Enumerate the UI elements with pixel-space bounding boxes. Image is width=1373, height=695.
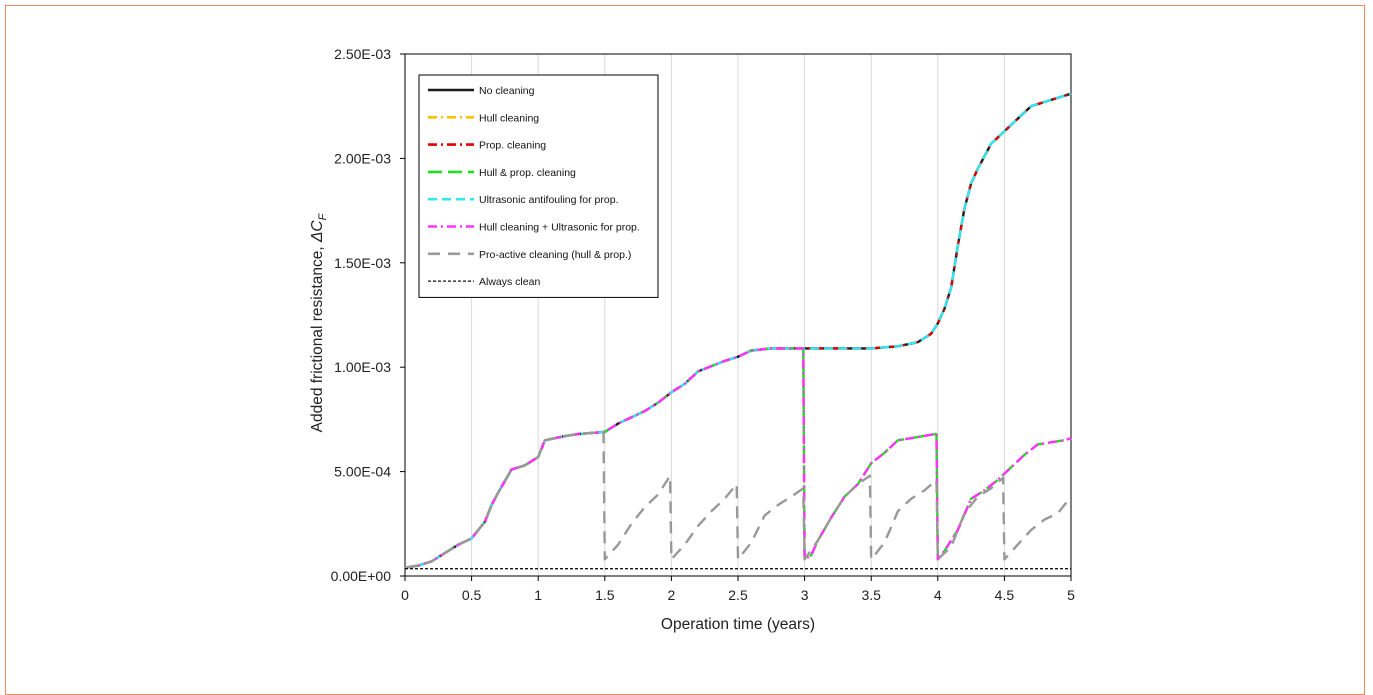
x-tick-label: 0	[401, 587, 409, 603]
legend-label: Pro-active cleaning (hull & prop.)	[479, 249, 631, 261]
x-tick-label: 1.5	[595, 587, 615, 603]
legend-label: Hull cleaning + Ultrasonic for prop.	[479, 222, 640, 234]
y-tick-label: 0.00E+00	[331, 568, 392, 584]
legend: No cleaning Hull cleaning Prop. cleaning Hu…	[418, 74, 659, 298]
y-axis-label-text: Added frictional resistance,	[309, 242, 326, 432]
x-tick-label: 2.5	[728, 587, 748, 603]
series-line-ultrasonic-antifouling-for-prop	[404, 92, 1072, 569]
legend-label: Always clean	[479, 276, 540, 288]
legend-label: No cleaning	[479, 85, 535, 97]
y-tick-label: 2.50E-03	[334, 46, 391, 62]
legend-label: Ultrasonic antifouling for prop.	[479, 194, 619, 206]
y-tick-label: 5.00E-04	[334, 464, 391, 480]
x-axis-ticks: 0 0.5 1 1.5 2 2.5 3 3.5 4 4.5 5	[401, 576, 1075, 603]
x-tick-label: 2	[668, 587, 676, 603]
series-line-pro-active-cleaning-hull-prop	[404, 430, 1072, 569]
legend-label: Hull & prop. cleaning	[479, 167, 576, 179]
legend-label: Prop. cleaning	[479, 140, 546, 152]
x-tick-label: 1	[534, 587, 542, 603]
x-tick-label: 5	[1067, 587, 1075, 603]
series-lines	[404, 92, 1072, 570]
legend-label: Hull cleaning	[479, 112, 539, 124]
x-axis-label: Operation time (years)	[661, 616, 815, 633]
series-line-hull-cleaning-ultrasonic-for-prop	[404, 347, 1072, 569]
y-axis-label-subscript: F	[317, 212, 329, 220]
y-tick-label: 2.00E-03	[334, 150, 391, 166]
y-tick-label: 1.50E-03	[334, 255, 391, 271]
x-tick-label: 4	[934, 587, 942, 603]
x-tick-label: 3.5	[861, 587, 881, 603]
x-tick-label: 3	[801, 587, 809, 603]
y-axis-label: Added frictional resistance, ΔCF	[309, 212, 329, 432]
x-tick-label: 0.5	[462, 587, 482, 603]
y-axis-ticks: 0.00E+00 5.00E-04 1.00E-03 1.50E-03 2.00E-03…	[331, 46, 405, 584]
y-axis-label-symbol: ΔC	[309, 220, 326, 243]
y-tick-label: 1.00E-03	[334, 359, 391, 375]
x-tick-label: 4.5	[995, 587, 1015, 603]
legend-box	[418, 74, 659, 298]
